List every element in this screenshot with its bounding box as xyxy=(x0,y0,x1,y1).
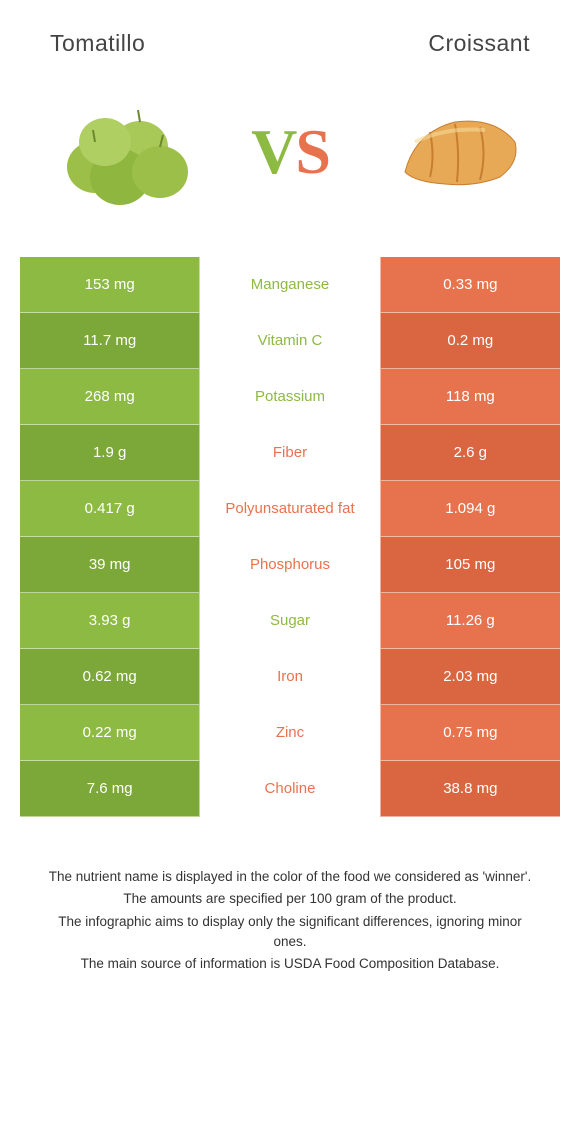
nutrient-label: Sugar xyxy=(200,593,379,649)
left-value: 0.22 mg xyxy=(20,705,200,761)
left-value: 153 mg xyxy=(20,257,200,313)
left-value: 3.93 g xyxy=(20,593,200,649)
nutrient-label: Choline xyxy=(200,761,379,817)
right-value: 38.8 mg xyxy=(380,761,560,817)
right-value: 0.2 mg xyxy=(380,313,560,369)
left-value: 268 mg xyxy=(20,369,200,425)
nutrient-label: Manganese xyxy=(200,257,379,313)
left-value: 7.6 mg xyxy=(20,761,200,817)
nutrient-label: Phosphorus xyxy=(200,537,379,593)
vs-s: S xyxy=(295,115,329,189)
infographic-container: Tomatillo Croissant V S xyxy=(0,0,580,1006)
nutrient-table: 153 mgManganese0.33 mg11.7 mgVitamin C0.… xyxy=(20,257,560,817)
left-value: 0.417 g xyxy=(20,481,200,537)
left-food-title: Tomatillo xyxy=(50,30,145,57)
nutrient-row: 39 mgPhosphorus105 mg xyxy=(20,537,560,593)
right-food-image xyxy=(375,87,535,217)
nutrient-label: Vitamin C xyxy=(200,313,379,369)
right-value: 2.6 g xyxy=(380,425,560,481)
croissant-icon xyxy=(375,92,535,212)
right-value: 0.75 mg xyxy=(380,705,560,761)
vs-row: V S xyxy=(20,77,560,257)
right-value: 2.03 mg xyxy=(380,649,560,705)
nutrient-row: 268 mgPotassium118 mg xyxy=(20,369,560,425)
nutrient-label: Iron xyxy=(200,649,379,705)
nutrient-row: 3.93 gSugar11.26 g xyxy=(20,593,560,649)
nutrient-label: Fiber xyxy=(200,425,379,481)
nutrient-row: 0.62 mgIron2.03 mg xyxy=(20,649,560,705)
header-row: Tomatillo Croissant xyxy=(20,30,560,77)
vs-v: V xyxy=(251,115,295,189)
left-value: 39 mg xyxy=(20,537,200,593)
nutrient-label: Polyunsaturated fat xyxy=(200,481,379,537)
tomatillo-icon xyxy=(45,92,205,212)
footer-line-4: The main source of information is USDA F… xyxy=(40,954,540,974)
footer-notes: The nutrient name is displayed in the co… xyxy=(20,817,560,974)
nutrient-row: 7.6 mgCholine38.8 mg xyxy=(20,761,560,817)
nutrient-row: 1.9 gFiber2.6 g xyxy=(20,425,560,481)
nutrient-label: Potassium xyxy=(200,369,379,425)
nutrient-row: 153 mgManganese0.33 mg xyxy=(20,257,560,313)
footer-line-3: The infographic aims to display only the… xyxy=(40,912,540,953)
nutrient-row: 11.7 mgVitamin C0.2 mg xyxy=(20,313,560,369)
vs-label: V S xyxy=(251,115,329,189)
right-value: 105 mg xyxy=(380,537,560,593)
nutrient-label: Zinc xyxy=(200,705,379,761)
left-food-image xyxy=(45,87,205,217)
right-value: 1.094 g xyxy=(380,481,560,537)
right-value: 11.26 g xyxy=(380,593,560,649)
nutrient-row: 0.417 gPolyunsaturated fat1.094 g xyxy=(20,481,560,537)
right-food-title: Croissant xyxy=(428,30,530,57)
nutrient-row: 0.22 mgZinc0.75 mg xyxy=(20,705,560,761)
right-value: 118 mg xyxy=(380,369,560,425)
left-value: 11.7 mg xyxy=(20,313,200,369)
left-value: 1.9 g xyxy=(20,425,200,481)
footer-line-2: The amounts are specified per 100 gram o… xyxy=(40,889,540,909)
footer-line-1: The nutrient name is displayed in the co… xyxy=(40,867,540,887)
left-value: 0.62 mg xyxy=(20,649,200,705)
right-value: 0.33 mg xyxy=(380,257,560,313)
